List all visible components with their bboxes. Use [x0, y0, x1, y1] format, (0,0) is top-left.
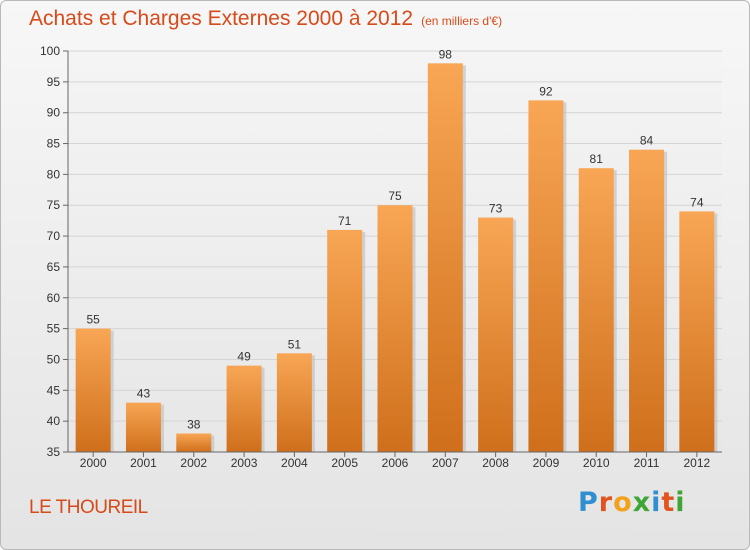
y-tick-label: 65 [47, 260, 61, 274]
bar [427, 63, 463, 452]
x-tick-label: 2007 [432, 456, 459, 470]
y-tick-label: 100 [40, 44, 60, 58]
bar [377, 205, 413, 452]
y-tick-label: 45 [47, 383, 61, 397]
x-tick-label: 2003 [231, 456, 258, 470]
data-label: 92 [539, 84, 553, 98]
y-tick-label: 60 [47, 291, 61, 305]
bar [176, 433, 212, 452]
y-tick-label: 35 [47, 445, 61, 459]
data-label: 55 [86, 313, 100, 327]
title-text: Achats et Charges Externes 2000 à 2012 [29, 7, 414, 30]
x-tick-label: 2009 [533, 456, 560, 470]
bar [629, 149, 665, 452]
x-tick-label: 2006 [382, 456, 409, 470]
data-label: 71 [338, 214, 352, 228]
x-tick-label: 2001 [130, 456, 157, 470]
chart-title: Achats et Charges Externes 2000 à 2012 (e… [29, 7, 502, 31]
y-tick-label: 85 [47, 137, 61, 151]
x-tick-label: 2012 [683, 456, 710, 470]
y-tick-label: 80 [47, 167, 61, 181]
y-tick-label: 55 [47, 322, 61, 336]
y-tick-label: 95 [47, 75, 61, 89]
x-tick-label: 2010 [583, 456, 610, 470]
data-label: 84 [640, 134, 654, 148]
y-tick-label: 70 [47, 229, 61, 243]
y-tick-label: 40 [47, 414, 61, 428]
data-label: 75 [388, 189, 402, 203]
x-tick-label: 2002 [180, 456, 207, 470]
bar [327, 229, 363, 452]
data-label: 43 [137, 387, 151, 401]
data-label: 74 [690, 195, 704, 209]
y-tick-label: 50 [47, 352, 61, 366]
bar [226, 365, 262, 452]
x-tick-label: 2000 [80, 456, 107, 470]
x-tick-label: 2005 [331, 456, 358, 470]
bar [528, 100, 564, 452]
data-label: 81 [590, 152, 604, 166]
bar [75, 328, 111, 452]
data-label: 49 [237, 350, 251, 364]
bar [125, 402, 161, 452]
bar [276, 353, 312, 452]
data-label: 73 [489, 202, 503, 216]
proxiti-logo: Proxiti [578, 487, 686, 518]
data-label: 98 [439, 47, 453, 61]
commune-name: LE THOUREIL [29, 497, 148, 518]
data-label: 51 [288, 337, 302, 351]
x-tick-label: 2008 [482, 456, 509, 470]
title-subtitle: (en milliers d'€) [421, 14, 503, 28]
x-tick-label: 2011 [634, 456, 660, 470]
bar [478, 217, 514, 452]
y-tick-label: 75 [47, 198, 61, 212]
bar [578, 168, 614, 452]
bar [679, 211, 715, 452]
data-label: 38 [187, 417, 201, 431]
x-tick-label: 2004 [281, 456, 308, 470]
y-tick-label: 90 [47, 106, 61, 120]
